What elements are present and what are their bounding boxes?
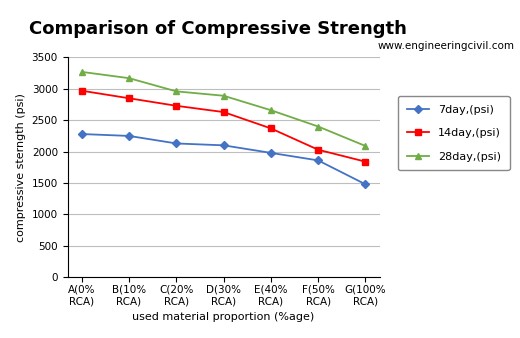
14day,(psi) [362,160,369,164]
Text: www.engineeringcivil.com: www.engineeringcivil.com [378,41,515,51]
Line: 14day,(psi): 14day,(psi) [79,88,369,165]
7day,(psi) [315,159,321,163]
Y-axis label: compressive sterngth (psi): compressive sterngth (psi) [16,93,26,242]
28day,(psi) [220,94,227,98]
7day,(psi) [126,134,132,138]
Legend: 7day,(psi), 14day,(psi), 28day,(psi): 7day,(psi), 14day,(psi), 28day,(psi) [398,96,510,170]
14day,(psi) [220,110,227,114]
28day,(psi) [315,124,321,128]
Line: 28day,(psi): 28day,(psi) [79,69,369,149]
X-axis label: used material proportion (%age): used material proportion (%age) [133,312,315,322]
14day,(psi) [173,104,179,108]
7day,(psi) [268,151,274,155]
28day,(psi) [79,70,85,74]
28day,(psi) [126,76,132,80]
7day,(psi) [362,182,369,186]
14day,(psi) [79,89,85,93]
14day,(psi) [126,96,132,100]
7day,(psi) [220,143,227,147]
7day,(psi) [79,132,85,136]
Line: 7day,(psi): 7day,(psi) [79,131,369,187]
28day,(psi) [268,108,274,112]
14day,(psi) [268,126,274,130]
Text: Comparison of Compressive Strength: Comparison of Compressive Strength [30,20,407,38]
28day,(psi) [173,89,179,93]
28day,(psi) [362,144,369,148]
7day,(psi) [173,141,179,145]
14day,(psi) [315,148,321,152]
